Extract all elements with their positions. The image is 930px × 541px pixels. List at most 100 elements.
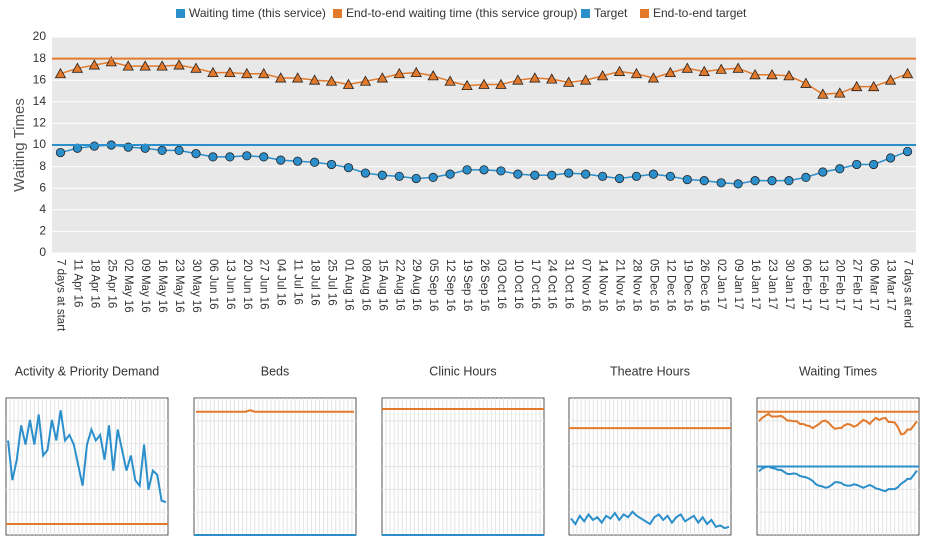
point-marker xyxy=(191,149,201,159)
x-tick-label: 23 May 16 xyxy=(173,259,185,313)
point-marker xyxy=(869,159,879,170)
x-tick-label: 20 Jun 16 xyxy=(241,259,253,310)
point-marker xyxy=(122,60,134,71)
point-marker xyxy=(581,169,591,179)
x-tick-label: 07 Nov 16 xyxy=(580,259,592,311)
point-marker xyxy=(410,66,422,78)
point-marker xyxy=(293,156,303,166)
x-tick-label: 03 Oct 16 xyxy=(495,259,507,309)
x-tick-label: 04 Jul 16 xyxy=(275,259,287,306)
series-line xyxy=(758,465,918,493)
point-marker xyxy=(258,67,270,79)
x-tick-label: 14 Nov 16 xyxy=(597,259,609,311)
point-marker xyxy=(564,168,574,178)
x-tick-label: 26 Sep 16 xyxy=(478,259,490,311)
point-marker xyxy=(394,171,404,181)
point-marker xyxy=(547,170,557,180)
y-tick-label: 20 xyxy=(33,29,47,43)
y-tick-label: 10 xyxy=(33,137,47,151)
point-marker xyxy=(242,151,252,161)
point-marker xyxy=(377,170,387,180)
point-marker xyxy=(241,67,253,79)
point-marker xyxy=(88,59,101,70)
x-tick-label: 06 Feb 17 xyxy=(800,259,812,311)
x-tick-label: 25 Apr 16 xyxy=(105,259,117,308)
point-marker xyxy=(800,77,812,88)
point-marker xyxy=(393,67,405,79)
point-marker xyxy=(767,176,777,186)
point-marker xyxy=(411,173,421,184)
x-tick-label: 22 Aug 16 xyxy=(393,259,405,311)
point-marker xyxy=(495,78,507,89)
point-marker xyxy=(749,68,761,80)
x-tick-label: 7 days at end xyxy=(901,259,913,328)
point-marker xyxy=(309,157,320,167)
point-marker xyxy=(715,63,727,74)
point-marker xyxy=(867,80,880,92)
x-tick-label: 09 Jan 17 xyxy=(732,259,744,310)
y-tick-label: 18 xyxy=(33,51,47,65)
point-marker xyxy=(54,67,67,79)
point-marker xyxy=(342,78,355,89)
legend-swatch xyxy=(581,9,590,18)
point-marker xyxy=(801,172,811,182)
x-tick-label: 27 Feb 17 xyxy=(851,259,863,311)
point-marker xyxy=(428,172,438,182)
x-tick-label: 27 Jun 16 xyxy=(258,259,270,310)
x-tick-label: 09 May 16 xyxy=(139,259,151,313)
x-tick-label: 23 Jan 17 xyxy=(766,259,778,310)
x-tick-label: 28 Nov 16 xyxy=(630,259,642,311)
point-marker xyxy=(596,70,609,81)
point-marker xyxy=(784,176,794,186)
legend-label: End-to-end target xyxy=(653,6,747,20)
y-axis-label: Waiting Times xyxy=(11,98,28,192)
point-marker xyxy=(276,155,286,165)
point-marker xyxy=(259,152,269,162)
point-marker xyxy=(462,165,472,175)
point-marker xyxy=(733,179,743,189)
point-marker xyxy=(55,147,66,158)
point-marker xyxy=(716,178,726,188)
point-marker xyxy=(631,171,642,181)
x-tick-label: 12 Dec 16 xyxy=(664,259,676,311)
x-tick-label: 18 Jul 16 xyxy=(309,259,321,306)
point-marker xyxy=(835,164,845,174)
point-marker xyxy=(512,74,524,85)
point-marker xyxy=(613,65,626,76)
point-marker xyxy=(208,152,218,162)
point-marker xyxy=(326,159,337,170)
point-marker xyxy=(750,176,760,186)
point-marker xyxy=(597,171,608,181)
point-marker xyxy=(732,62,744,73)
x-tick-label: 15 Aug 16 xyxy=(376,259,388,311)
thumbnail-title: Waiting Times xyxy=(799,364,877,378)
point-marker xyxy=(698,65,710,76)
point-marker xyxy=(902,146,913,157)
x-tick-label: 7 days at start xyxy=(54,259,66,332)
point-marker xyxy=(834,87,846,98)
point-marker xyxy=(156,60,168,71)
legend-swatch xyxy=(333,9,342,18)
thumbnail-title: Theatre Hours xyxy=(610,364,690,378)
x-tick-label: 13 Mar 17 xyxy=(885,259,897,311)
x-tick-label: 12 Sep 16 xyxy=(444,259,456,311)
x-tick-label: 25 Jul 16 xyxy=(325,259,337,306)
point-marker xyxy=(224,66,236,78)
x-tick-label: 17 Oct 16 xyxy=(529,259,541,309)
point-marker xyxy=(901,67,914,79)
x-tick-label: 26 Dec 16 xyxy=(698,259,710,311)
point-marker xyxy=(308,74,321,85)
thumbnail-title: Activity & Priority Demand xyxy=(15,364,160,378)
series-line xyxy=(7,410,167,504)
point-marker xyxy=(427,70,439,81)
x-tick-label: 31 Oct 16 xyxy=(563,259,575,309)
point-marker xyxy=(325,75,338,86)
series-line xyxy=(758,412,918,436)
point-marker xyxy=(207,66,219,78)
x-tick-label: 30 Jan 17 xyxy=(783,259,795,310)
point-marker xyxy=(579,74,592,85)
x-tick-label: 19 Dec 16 xyxy=(681,259,693,311)
y-tick-label: 2 xyxy=(39,224,46,238)
point-marker xyxy=(664,66,677,78)
point-marker xyxy=(71,62,84,73)
